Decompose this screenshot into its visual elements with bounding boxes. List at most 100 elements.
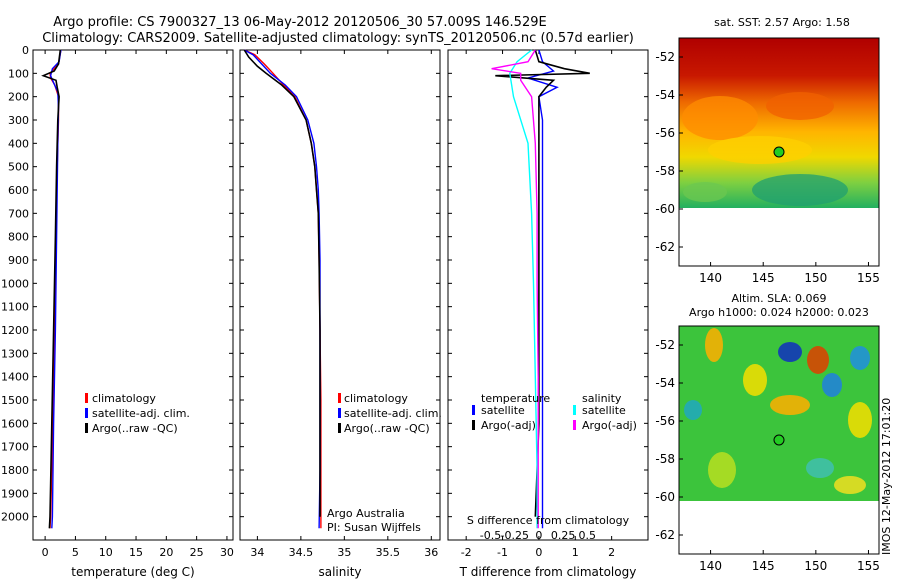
- sla-low-4: [684, 400, 702, 420]
- salinity-legend: climatology satellite-adj. clim. Argo(..…: [338, 392, 442, 435]
- differences-xlabel-top: S difference from climatology: [467, 514, 630, 527]
- sst-map-argo-marker: [773, 146, 785, 158]
- sst-yellow-patch: [708, 136, 812, 164]
- salinity-series-argo-raw-qc-: [243, 49, 321, 517]
- depth-tick-label: 1300: [1, 347, 29, 360]
- depth-tick-label: 1600: [1, 417, 29, 430]
- salinity-legend-argo: Argo(..raw -QC): [344, 422, 430, 435]
- sla-high-3: [807, 346, 829, 374]
- sst-map-ytick-label: -60: [655, 202, 675, 216]
- sst-cool-patch-2: [683, 182, 727, 202]
- depth-tick-label: 1800: [1, 464, 29, 477]
- depth-tick-label: 1400: [1, 371, 29, 384]
- sst-map-xtick-label: 140: [699, 271, 722, 285]
- depth-tick-label: 700: [8, 207, 29, 220]
- differences-series-salinity-satellite: [509, 49, 538, 529]
- sla-map-frame: [678, 325, 880, 555]
- depth-tick-label: 1000: [1, 277, 29, 290]
- differences-series-temperature-argo-adj-: [495, 49, 590, 517]
- differences-s-tick-label: 0.25: [551, 529, 576, 542]
- depth-tick-label: 900: [8, 254, 29, 267]
- differences-series-temperature-satellite: [525, 49, 559, 529]
- salinity-series-satellite-adj-clim-: [243, 49, 321, 529]
- sst-field-texture: [682, 92, 848, 206]
- differences-xtick-label: 0: [535, 546, 542, 559]
- depth-tick-label: 500: [8, 161, 29, 174]
- salinity-xtick-label: 35.5: [376, 546, 401, 559]
- differences-legend-temp-satellite-swatch: [472, 405, 475, 415]
- differences-s-tick-label: 0.5: [579, 529, 597, 542]
- sst-map-ytick-label: -54: [655, 88, 675, 102]
- salinity-annotation-line-2: PI: Susan Wijffels: [327, 521, 421, 534]
- salinity-xtick-label: 35: [337, 546, 351, 559]
- differences-legend-temp-argo-swatch: [472, 420, 475, 430]
- sst-map-ytick-label: -62: [655, 240, 675, 254]
- depth-tick-label: 1900: [1, 487, 29, 500]
- sst-map-ytick-label: -58: [655, 164, 675, 178]
- depth-tick-label: 400: [8, 137, 29, 150]
- temperature-legend-satellite: satellite-adj. clim.: [92, 407, 190, 420]
- salinity-axes-frame: [239, 49, 441, 541]
- depth-tick-label: 100: [8, 67, 29, 80]
- depth-tick-label: 1200: [1, 324, 29, 337]
- temperature-xtick-label: 5: [72, 546, 79, 559]
- sst-warm-tongue-2: [766, 92, 834, 120]
- temperature-xtick-label: 15: [129, 546, 143, 559]
- salinity-panel: 34 34.5 35 35.5 36 salinity climatology sate…: [239, 49, 442, 579]
- salinity-legend-climatology-swatch: [338, 393, 341, 403]
- salinity-annotation-line-1: Argo Australia: [327, 507, 405, 520]
- sla-low-5: [806, 458, 834, 478]
- differences-legend-temperature-title: temperature: [481, 392, 550, 405]
- differences-s-tick-label: -0.25: [500, 529, 528, 542]
- temperature-series-argo-raw-qc-: [41, 49, 62, 529]
- sst-map-frame: [678, 37, 880, 267]
- sla-high-4: [770, 395, 810, 415]
- title-line-2: Climatology: CARS2009. Satellite-adjuste…: [42, 31, 634, 46]
- sla-map-title-line-1: Altim. SLA: 0.069: [731, 292, 826, 305]
- depth-tick-label: 300: [8, 114, 29, 127]
- sla-map-panel: Altim. SLA: 0.069 Argo h1000: 0.024 h200…: [655, 292, 880, 573]
- sst-map-xtick-label: 155: [857, 271, 880, 285]
- temperature-xlabel: temperature (deg C): [71, 565, 194, 579]
- temperature-legend-satellite-swatch: [85, 408, 88, 418]
- sla-map-ytick-label: -62: [655, 528, 675, 542]
- salinity-series-climatology: [244, 49, 322, 529]
- depth-tick-label: 1500: [1, 394, 29, 407]
- sla-field-texture: [684, 328, 872, 494]
- salinity-legend-climatology: climatology: [344, 392, 408, 405]
- salinity-xtick-label: 34.5: [289, 546, 314, 559]
- sla-high-1: [705, 328, 723, 362]
- temperature-legend: climatology satellite-adj. clim. Argo(..…: [85, 392, 190, 435]
- depth-tick-label: 1100: [1, 301, 29, 314]
- salinity-xtick-label: 36: [424, 546, 438, 559]
- temperature-axes-frame: [32, 49, 234, 541]
- temperature-xtick-label: 20: [159, 546, 173, 559]
- differences-s-tick-label: 0: [535, 529, 542, 542]
- differences-legend: temperature satellite Argo(-adj) salinit…: [472, 392, 637, 432]
- sst-map-xtick-label: 150: [804, 271, 827, 285]
- sst-map-title: sat. SST: 2.57 Argo: 1.58: [714, 16, 850, 29]
- sla-map-xtick-label: 140: [699, 559, 722, 573]
- differences-legend-sal-satellite: satellite: [582, 404, 626, 417]
- differences-legend-temp-satellite: satellite: [481, 404, 525, 417]
- salinity-legend-satellite-swatch: [338, 408, 341, 418]
- sla-map-ytick-label: -60: [655, 490, 675, 504]
- temperature-xtick-label: 25: [190, 546, 204, 559]
- salinity-xlabel: salinity: [318, 565, 361, 579]
- differences-xtick-label: 1: [572, 546, 579, 559]
- salinity-xtick-label: 34: [250, 546, 264, 559]
- sla-map-title-line-2: Argo h1000: 0.024 h2000: 0.023: [689, 306, 869, 319]
- sla-map-argo-marker: [773, 434, 785, 446]
- sla-map-ytick-label: -56: [655, 414, 675, 428]
- sla-high-5: [848, 402, 872, 438]
- temperature-legend-climatology: climatology: [92, 392, 156, 405]
- sla-map-xtick-label: 150: [804, 559, 827, 573]
- temperature-panel: 0 5 10 15 20 25 300100200300400500600700800900…: [1, 44, 234, 579]
- depth-tick-label: 200: [8, 91, 29, 104]
- differences-xtick-label: -2: [461, 546, 472, 559]
- salinity-legend-satellite: satellite-adj. clim.: [344, 407, 442, 420]
- sla-low-3: [822, 373, 842, 397]
- differences-legend-temp-argo: Argo(-adj): [481, 419, 536, 432]
